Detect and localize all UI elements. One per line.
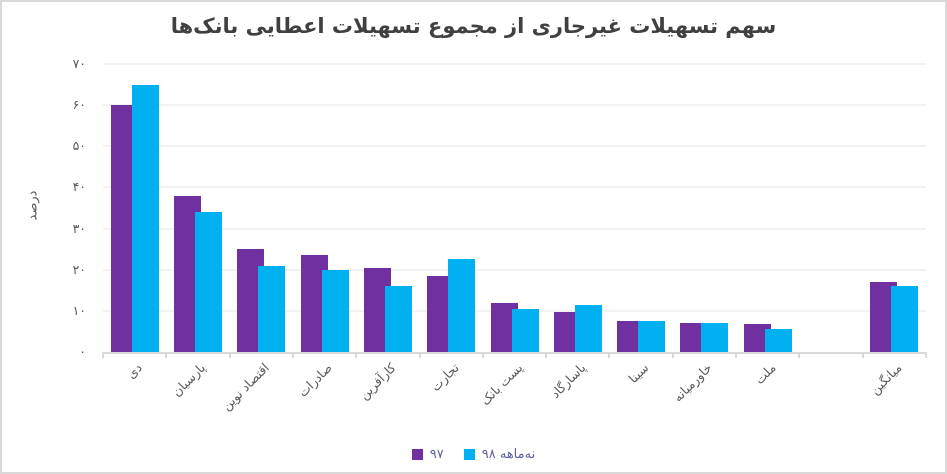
x-tick-mark xyxy=(925,352,927,358)
x-axis-line xyxy=(103,352,926,354)
gridline xyxy=(103,104,926,107)
category-slot-4 xyxy=(356,64,419,352)
y-tick-label: ۲۰ xyxy=(72,261,86,277)
x-category-label: پارسیان xyxy=(169,360,209,400)
x-tick-mark xyxy=(545,352,548,358)
x-tick-mark xyxy=(608,352,611,358)
bars-layer xyxy=(103,64,926,352)
x-axis-labels: دی پارسیان اقتصاد نوین صادرات کارآفرین تجارت پ… xyxy=(103,360,926,440)
gridline xyxy=(103,268,926,271)
x-tick-mark xyxy=(481,352,484,358)
x-tick-mark xyxy=(735,352,738,358)
x-category-label: صادرات xyxy=(295,360,336,400)
category-slot-5 xyxy=(420,64,483,352)
y-tick-label: ۶۰ xyxy=(72,97,86,113)
bar-series-1 xyxy=(258,265,286,352)
x-tick-mark xyxy=(798,352,801,358)
x-tick-mark xyxy=(355,352,358,358)
bar-series-1 xyxy=(764,329,792,352)
bar-series-1 xyxy=(448,259,476,352)
legend-swatch xyxy=(411,449,423,460)
y-tick-label: ۱۰ xyxy=(72,302,86,318)
x-category-label: خاورمیانه xyxy=(670,360,716,405)
y-tick-label: ۰ xyxy=(79,344,86,359)
y-tick-label: ۴۰ xyxy=(72,179,86,195)
bar-series-1 xyxy=(131,84,159,352)
y-tick-label: ۷۰ xyxy=(72,56,86,71)
category-slot-empty xyxy=(799,64,862,352)
category-slot-9 xyxy=(673,64,736,352)
x-axis-ticks xyxy=(102,352,927,359)
gridline xyxy=(103,145,926,148)
x-category-label: میانگین xyxy=(867,360,905,398)
category-slot-6 xyxy=(483,64,546,352)
y-axis-tick-labels: ۰ ۱۰ ۲۰ ۳۰ ۴۰ ۵۰ ۶۰ ۷۰ xyxy=(2,2,86,472)
chart-title: سهم تسهیلات غیرجاری از مجموع تسهیلات اعط… xyxy=(170,14,777,38)
category-slot-7 xyxy=(546,64,609,352)
x-category-label: کارآفرین xyxy=(355,360,399,403)
legend-label: ۹۷ xyxy=(429,447,444,462)
bar-series-1 xyxy=(321,269,349,352)
plot-area xyxy=(103,63,926,354)
category-slot-2 xyxy=(230,64,293,352)
x-tick-mark xyxy=(291,352,294,358)
x-tick-mark xyxy=(165,352,168,358)
x-tick-mark xyxy=(102,352,104,358)
bar-series-1 xyxy=(638,321,666,352)
bar-series-1 xyxy=(194,212,222,352)
category-slot-10 xyxy=(736,64,799,352)
legend-item-0: ۹۷ xyxy=(411,447,444,462)
y-tick-label: ۵۰ xyxy=(72,138,86,154)
gridline xyxy=(103,227,926,230)
x-category-label: اقتصاد نوین xyxy=(218,360,272,414)
x-category-label: ملت xyxy=(751,360,779,387)
x-tick-mark xyxy=(671,352,674,358)
x-category-label: پست بانک xyxy=(477,360,526,408)
x-tick-mark xyxy=(861,352,864,358)
category-slot-0 xyxy=(103,64,166,352)
x-category-label: دی xyxy=(123,360,146,382)
gridline xyxy=(103,63,926,65)
gridline xyxy=(103,186,926,189)
bar-series-1 xyxy=(701,323,729,352)
x-category-label: تجارت xyxy=(427,360,462,395)
category-slot-12 xyxy=(863,64,926,352)
x-category-label: سینا xyxy=(625,360,652,387)
legend: ۹۷ نه‌ماهه ۹۸ xyxy=(2,447,945,462)
bar-series-1 xyxy=(891,286,919,352)
bar-series-1 xyxy=(574,304,602,352)
category-slot-3 xyxy=(293,64,356,352)
x-tick-mark xyxy=(418,352,421,358)
x-tick-mark xyxy=(228,352,231,358)
category-slot-8 xyxy=(610,64,673,352)
bar-series-1 xyxy=(384,286,412,352)
y-tick-label: ۳۰ xyxy=(72,220,86,236)
category-slot-1 xyxy=(166,64,229,352)
legend-swatch xyxy=(463,449,475,460)
legend-label: نه‌ماهه ۹۸ xyxy=(481,447,536,462)
bar-series-1 xyxy=(511,308,539,352)
legend-item-1: نه‌ماهه ۹۸ xyxy=(463,447,536,462)
x-category-label: پاسارگاد xyxy=(547,360,589,401)
